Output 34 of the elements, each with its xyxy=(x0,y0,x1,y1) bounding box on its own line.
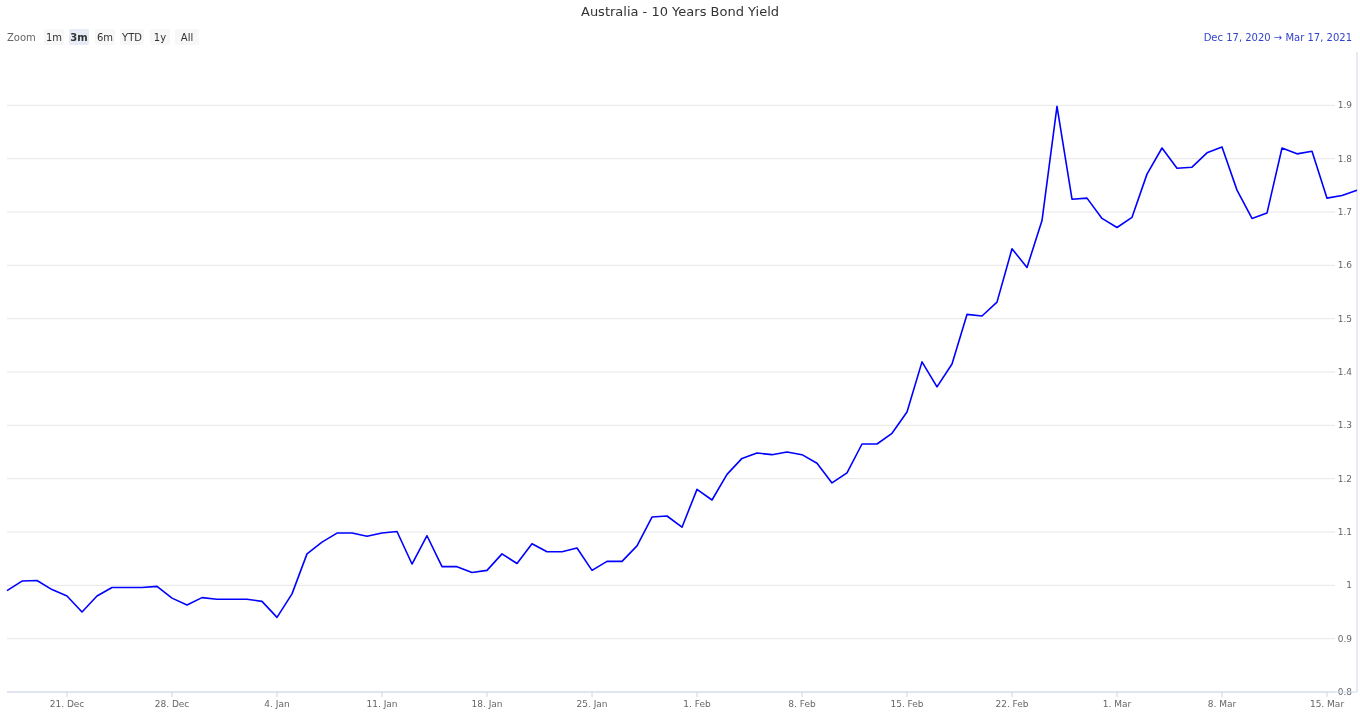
text: Dec 17, 2020 → Mar 17, 2021 xyxy=(1203,32,1352,43)
text: Zoom xyxy=(7,32,36,43)
x-tick-label: 8. Feb xyxy=(788,699,816,709)
y-tick-label: 1.9 xyxy=(1337,100,1353,111)
text: 1m xyxy=(45,32,63,43)
y-tick-label: 1.3 xyxy=(1337,420,1352,431)
x-tick-label: 15. Feb xyxy=(890,699,924,709)
chart-title: Australia - 10 Years Bond Yield xyxy=(580,4,780,19)
y-tick-label: 0.9 xyxy=(1337,633,1353,644)
x-tick-label: 8. Mar xyxy=(1207,699,1237,709)
x-tick-label: 1. Mar xyxy=(1102,699,1132,709)
text: All xyxy=(180,32,194,43)
x-tick-label: 21. Dec xyxy=(49,699,85,709)
x-tick-label: 4. Jan xyxy=(264,699,290,709)
y-tick-label: 0.8 xyxy=(1337,687,1353,698)
text: YTD xyxy=(121,32,143,43)
y-tick-label: 1.5 xyxy=(1337,313,1352,324)
text: 6m xyxy=(96,32,114,43)
x-tick-label: 25. Jan xyxy=(576,699,608,709)
y-tick-label: 1.1 xyxy=(1337,527,1352,538)
y-tick-label: 1.4 xyxy=(1337,367,1353,378)
y-tick-label: 1.7 xyxy=(1337,207,1352,218)
x-tick-label: 15. Mar xyxy=(1309,699,1345,709)
y-tick-label: 1.2 xyxy=(1337,473,1352,484)
text: 1y xyxy=(153,32,167,43)
y-tick-label: 1.6 xyxy=(1337,260,1353,271)
text: 3m xyxy=(70,32,88,43)
y-tick-label: 1 xyxy=(1346,580,1352,591)
x-tick-label: 28. Dec xyxy=(154,699,190,709)
x-tick-label: 18. Jan xyxy=(471,699,503,709)
x-tick-label: 11. Jan xyxy=(366,699,398,709)
x-tick-label: 1. Feb xyxy=(683,699,711,709)
x-tick-label: 22. Feb xyxy=(995,699,1029,709)
y-tick-label: 1.8 xyxy=(1337,153,1353,164)
